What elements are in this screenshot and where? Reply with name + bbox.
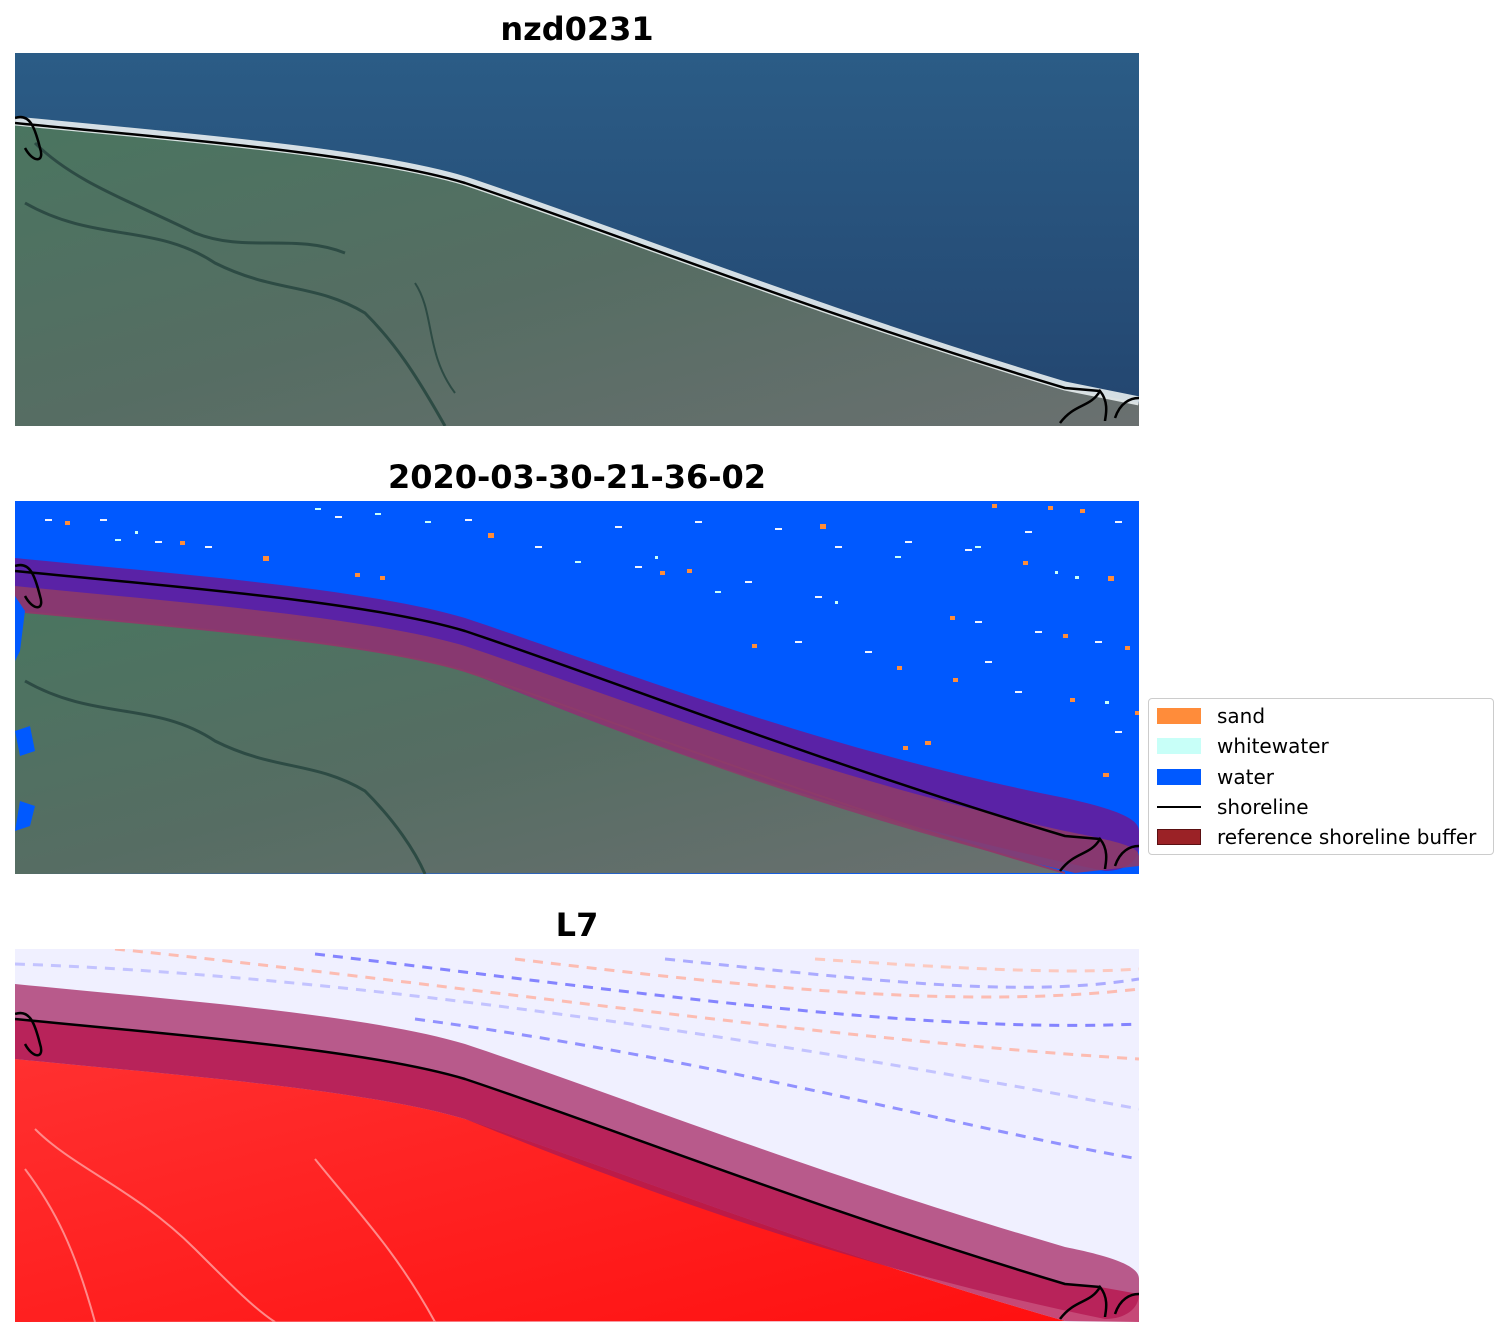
sand-swatch — [1157, 708, 1201, 724]
legend-label-reference-buffer: reference shoreline buffer — [1217, 825, 1477, 849]
legend-label-whitewater: whitewater — [1217, 734, 1329, 758]
legend-label-shoreline: shoreline — [1217, 795, 1309, 819]
rgb-image-panel — [15, 53, 1139, 426]
index-panel — [15, 949, 1139, 1322]
legend: sand whitewater water shoreline referenc… — [1148, 698, 1494, 855]
legend-label-sand: sand — [1217, 704, 1266, 728]
rgb-satellite-image — [15, 53, 1139, 426]
panel-title-classification: 2020-03-30-21-36-02 — [387, 458, 767, 496]
classification-panel — [15, 501, 1139, 874]
legend-label-water: water — [1217, 765, 1274, 789]
legend-item-sand: sand — [1157, 701, 1487, 731]
legend-item-reference-buffer: reference shoreline buffer — [1157, 822, 1487, 852]
index-image — [15, 949, 1139, 1322]
legend-item-water: water — [1157, 762, 1487, 792]
water-swatch — [1157, 769, 1201, 785]
panel-title-rgb: nzd0231 — [500, 10, 654, 48]
classification-image — [15, 501, 1139, 874]
whitewater-swatch — [1157, 738, 1201, 754]
shoreline-swatch — [1157, 806, 1201, 808]
reference-buffer-swatch — [1157, 829, 1201, 845]
legend-item-whitewater: whitewater — [1157, 731, 1487, 761]
legend-item-shoreline: shoreline — [1157, 792, 1487, 822]
panel-title-index: L7 — [555, 906, 599, 944]
